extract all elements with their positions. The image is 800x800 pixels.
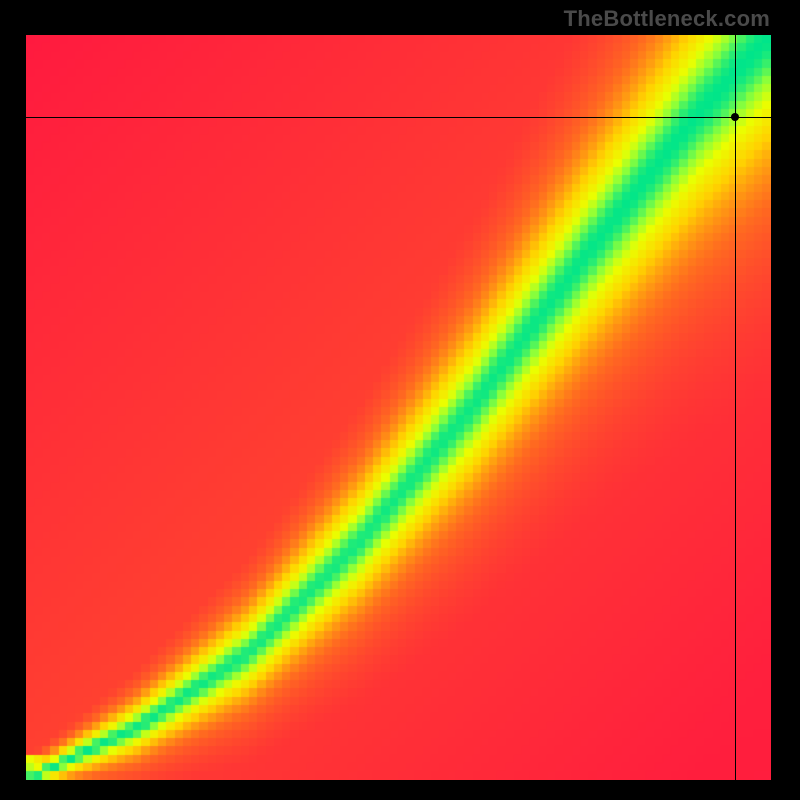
crosshair-marker xyxy=(731,113,739,121)
crosshair-horizontal xyxy=(26,117,771,118)
chart-container: TheBottleneck.com xyxy=(0,0,800,800)
plot-area xyxy=(26,35,771,780)
heatmap-canvas xyxy=(26,35,771,780)
crosshair-vertical xyxy=(735,35,736,780)
watermark-text: TheBottleneck.com xyxy=(564,6,770,32)
